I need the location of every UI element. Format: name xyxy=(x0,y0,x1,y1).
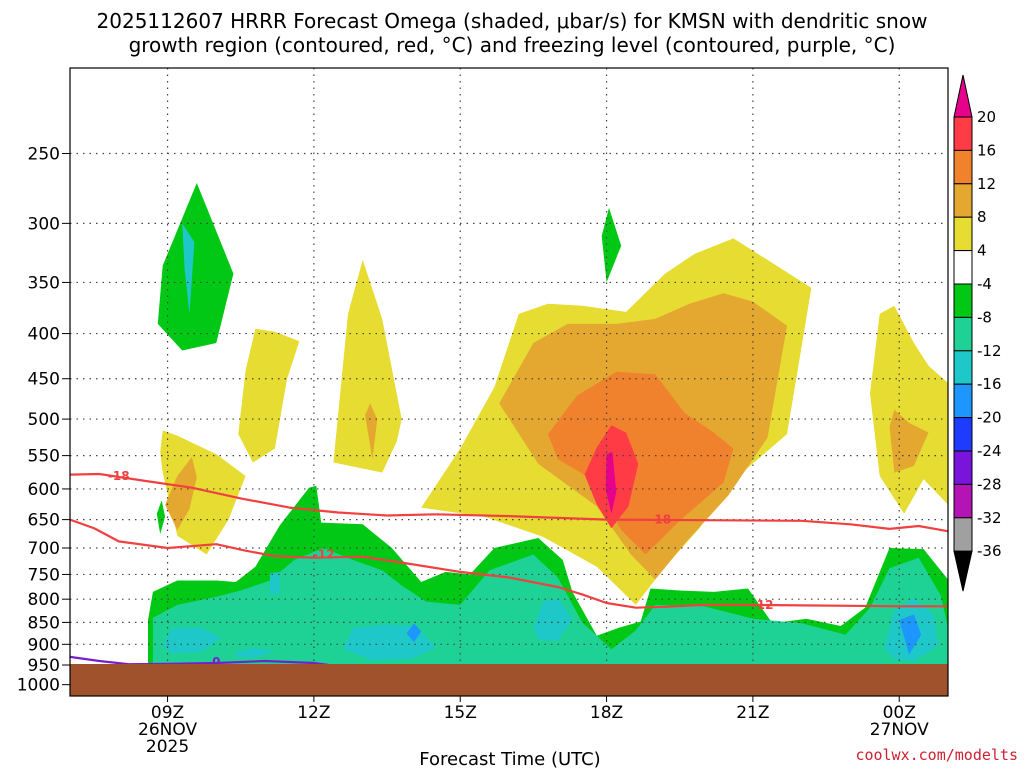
contour-label-2: -12 xyxy=(313,548,335,562)
omega-region-24 xyxy=(870,305,948,514)
omega-region-21 xyxy=(548,371,734,555)
omega-region-9 xyxy=(899,614,922,655)
contour-label-1: -18 xyxy=(649,513,671,527)
x-tick-label-09Z-1: 09Z xyxy=(151,703,184,723)
colorbar-band--8-to--4 xyxy=(953,283,973,318)
colorbar-bottom-arrow xyxy=(953,550,973,592)
omega-region-14 xyxy=(160,430,246,555)
colorbar: 20 16 12 8 4 -4 -8 -12 -16 -20 -24 -28 -32 -36 xyxy=(953,74,1002,592)
y-tick-label-900: 900 xyxy=(28,635,60,655)
x-tick-label-00Z-1: 00Z xyxy=(883,703,916,723)
colorbar-band--28-to--24 xyxy=(953,450,973,485)
y-tick-label-250: 250 xyxy=(28,144,60,164)
colorbar-band--4-to-4 xyxy=(953,250,973,285)
y-tick-label-950: 950 xyxy=(28,656,60,676)
colorbar-label--20: -20 xyxy=(977,409,1002,427)
contour-line-2 xyxy=(70,518,948,609)
omega-region-3 xyxy=(235,647,275,658)
y-tick-label-400: 400 xyxy=(28,325,60,345)
colorbar-band-16-to-20 xyxy=(953,116,973,151)
omega-region-11 xyxy=(182,223,195,314)
y-tick-label-450: 450 xyxy=(28,370,60,390)
omega-region-8 xyxy=(406,623,422,643)
y-tick-label-750: 750 xyxy=(28,565,60,585)
x-tick-label-15Z-1: 15Z xyxy=(444,703,477,723)
colorbar-label-8: 8 xyxy=(977,208,987,226)
colorbar-label--28: -28 xyxy=(977,475,1002,493)
colorbar-band-12-to-16 xyxy=(953,149,973,185)
colorbar-top-arrow xyxy=(953,74,973,118)
contour-label-0: -18 xyxy=(108,469,130,483)
x-tick-label-18Z-1: 18Z xyxy=(590,703,623,723)
omega-region-12 xyxy=(601,207,622,283)
colorbar-label-4: 4 xyxy=(977,242,987,260)
y-tick-label-500: 500 xyxy=(28,410,60,430)
x-axis-label: Forecast Time (UTC) xyxy=(419,749,600,768)
y-tick-label-650: 650 xyxy=(28,511,60,531)
colorbar-band-4-to-8 xyxy=(953,216,973,252)
omega-region-17 xyxy=(333,259,402,473)
ground-surface xyxy=(70,664,948,696)
x-tick-label-09Z-2: 26NOV xyxy=(138,720,197,740)
colorbar-label--8: -8 xyxy=(977,308,992,326)
omega-region-15 xyxy=(165,457,197,531)
colorbar-label--24: -24 xyxy=(977,442,1002,460)
colorbar-label--32: -32 xyxy=(977,509,1002,527)
colorbar-band--36-to--32 xyxy=(953,517,973,552)
colorbar-band--32-to--28 xyxy=(953,483,973,519)
contour-line-4 xyxy=(70,655,344,669)
omega-region-18 xyxy=(365,403,378,460)
credit-text: coolwx.com/modelts xyxy=(855,746,1018,764)
colorbar-band--16-to--12 xyxy=(953,350,973,385)
gridlines xyxy=(70,68,948,696)
y-tick-label-350: 350 xyxy=(28,273,60,293)
colorbar-band--12-to--8 xyxy=(953,316,973,352)
colorbar-label-16: 16 xyxy=(977,141,996,159)
omega-region-16 xyxy=(238,328,300,463)
y-axis-ticks: 2503003504004505005506006507007508008509… xyxy=(17,144,70,696)
y-tick-label-1000: 1000 xyxy=(17,676,60,696)
colorbar-label--12: -12 xyxy=(977,342,1002,360)
colorbar-band-8-to-12 xyxy=(953,183,973,218)
contour-label-4: 0 xyxy=(212,655,220,669)
x-tick-label-09Z-3: 2025 xyxy=(146,737,189,757)
y-tick-label-550: 550 xyxy=(28,447,60,467)
omega-region-4 xyxy=(270,571,280,595)
y-tick-label-300: 300 xyxy=(28,214,60,234)
omega-region-10 xyxy=(157,183,234,351)
omega-region-23 xyxy=(605,452,617,514)
y-tick-label-700: 700 xyxy=(28,539,60,559)
contour-label-3: -12 xyxy=(752,598,774,612)
y-tick-label-800: 800 xyxy=(28,590,60,610)
plot-frame xyxy=(69,67,949,697)
x-tick-label-00Z-2: 27NOV xyxy=(870,720,929,740)
colorbar-band--24-to--20 xyxy=(953,417,973,452)
colorbar-label-20: 20 xyxy=(977,108,996,126)
colorbar-label--16: -16 xyxy=(977,375,1002,393)
chart-title-line1: 2025112607 HRRR Forecast Omega (shaded, … xyxy=(97,9,928,33)
omega-region-2 xyxy=(162,627,222,654)
contour-line-0 xyxy=(70,472,948,533)
colorbar-band--20-to--16 xyxy=(953,383,973,419)
omega-region-13 xyxy=(156,500,166,535)
contour-layer: -18 -18 -12 -12 0 xyxy=(70,469,948,669)
x-tick-label-21Z-1: 21Z xyxy=(736,703,769,723)
omega-region-6 xyxy=(533,598,573,641)
omega-shading-layer xyxy=(148,183,948,671)
colorbar-label--36: -36 xyxy=(977,542,1002,560)
colorbar-label--4: -4 xyxy=(977,275,992,293)
y-tick-label-600: 600 xyxy=(28,480,60,500)
chart-title-line2: growth region (contoured, red, °C) and f… xyxy=(129,33,896,57)
x-tick-label-12Z-1: 12Z xyxy=(297,703,330,723)
y-tick-label-850: 850 xyxy=(28,613,60,633)
plot-area: -18 -18 -12 -12 0 xyxy=(70,68,948,696)
colorbar-label-12: 12 xyxy=(977,175,996,193)
